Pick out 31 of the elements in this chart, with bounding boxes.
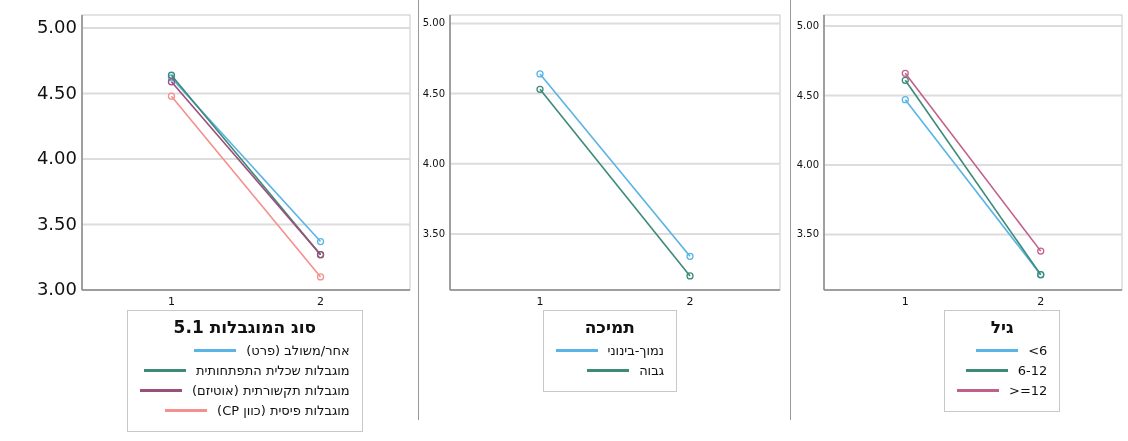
legend-label: מוגבלות שכלית התפתחותית [196, 363, 350, 378]
y-tick-label: 3.00 [36, 278, 77, 299]
y-tick-label: 3.50 [36, 212, 77, 234]
y-tick-label: 5.00 [796, 20, 819, 32]
legend-label: >=12 [1009, 383, 1048, 398]
y-tick-label: 4.00 [36, 147, 77, 169]
x-tick-label: 1 [167, 295, 175, 308]
x-tick-label: 2 [686, 295, 694, 308]
x-tick-label: 1 [536, 295, 544, 308]
legend-title: גיל [989, 317, 1015, 337]
x-tick-label: 1 [901, 295, 909, 308]
y-tick-label: 5.00 [422, 17, 445, 29]
x-tick-label: 2 [317, 295, 325, 308]
y-tick-label: 4.00 [422, 157, 445, 169]
legend-label: מוגבלות תקשורתית (אוטיזם) [192, 383, 350, 398]
y-tick-label: 4.50 [36, 81, 77, 103]
legend-label: נמוך-בינוני [607, 343, 665, 358]
y-tick-label: 5.00 [36, 16, 77, 38]
legend-label: 6-12 [1017, 363, 1048, 378]
legend-title: תמיכה [583, 317, 636, 337]
y-tick-label: 4.00 [796, 159, 819, 170]
x-tick-label: 2 [1037, 295, 1045, 308]
legend-label: גבוה [639, 363, 665, 378]
legend-label: <6 [1028, 343, 1048, 358]
y-tick-label: 3.50 [796, 228, 819, 240]
y-tick-label: 4.50 [796, 89, 819, 101]
y-tick-label: 3.50 [422, 227, 445, 239]
legend-label: אחר/משולב (פרט) [246, 343, 350, 358]
legend-label: מוגבלות פיסית (כוון CP) [217, 403, 350, 418]
legend-title: סוג המוגבלות 5.1 [172, 317, 318, 337]
y-tick-label: 4.50 [422, 87, 445, 99]
